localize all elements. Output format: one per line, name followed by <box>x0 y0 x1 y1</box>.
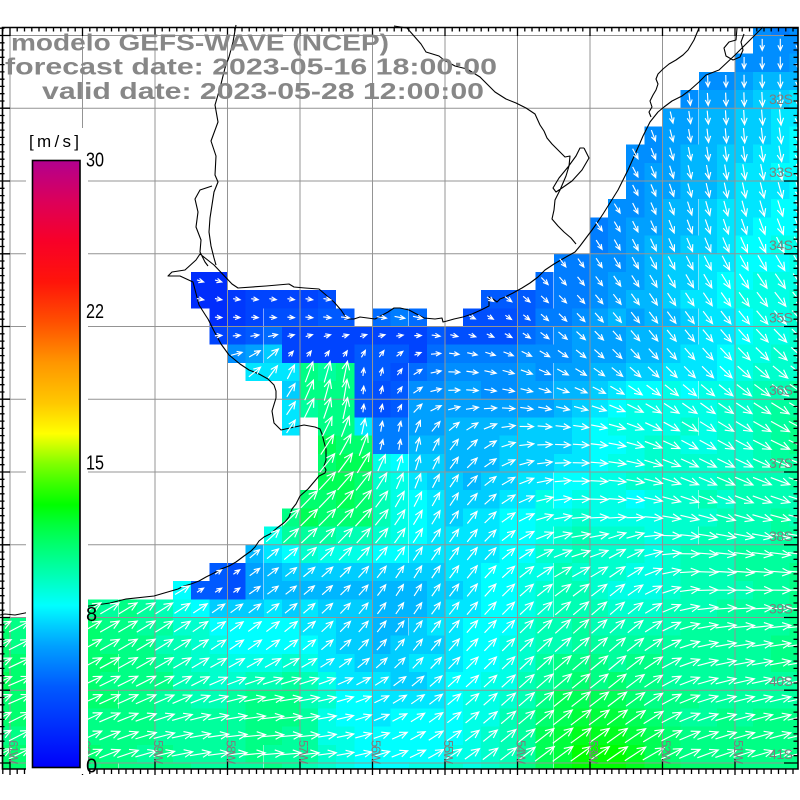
svg-text:38S: 38S <box>769 528 793 544</box>
svg-text:valid date: 2023-05-28 12:00:0: valid date: 2023-05-28 12:00:00 <box>42 78 484 104</box>
svg-text:modelo GEFS-WAVE (NCEP): modelo GEFS-WAVE (NCEP) <box>11 30 389 56</box>
svg-text:56W: 56W <box>369 740 384 765</box>
svg-text:52W: 52W <box>659 740 674 765</box>
svg-text:55W: 55W <box>441 740 456 765</box>
svg-text:36S: 36S <box>769 382 793 398</box>
svg-text:37S: 37S <box>769 455 793 471</box>
svg-text:35S: 35S <box>769 310 793 326</box>
svg-text:34S: 34S <box>769 237 793 253</box>
svg-text:61W: 61W <box>6 740 21 765</box>
svg-text:54W: 54W <box>514 740 529 765</box>
svg-text:0: 0 <box>86 756 97 778</box>
svg-text:57W: 57W <box>296 740 311 765</box>
svg-text:forecast date: 2023-05-16 18:0: forecast date: 2023-05-16 18:00:00 <box>5 54 497 80</box>
svg-text:22: 22 <box>86 301 104 323</box>
svg-text:32S: 32S <box>769 91 793 107</box>
svg-text:58W: 58W <box>224 740 239 765</box>
svg-text:15: 15 <box>86 453 104 475</box>
svg-text:30: 30 <box>86 150 104 172</box>
svg-text:59W: 59W <box>151 740 166 765</box>
svg-text:40S: 40S <box>769 673 793 689</box>
svg-text:51W: 51W <box>731 740 746 765</box>
svg-text:33S: 33S <box>769 164 793 180</box>
svg-text:41S: 41S <box>769 746 793 762</box>
svg-text:39S: 39S <box>769 601 793 617</box>
svg-text:[m/s]: [m/s] <box>29 132 79 151</box>
svg-text:53W: 53W <box>586 740 601 765</box>
svg-text:8: 8 <box>86 604 97 626</box>
